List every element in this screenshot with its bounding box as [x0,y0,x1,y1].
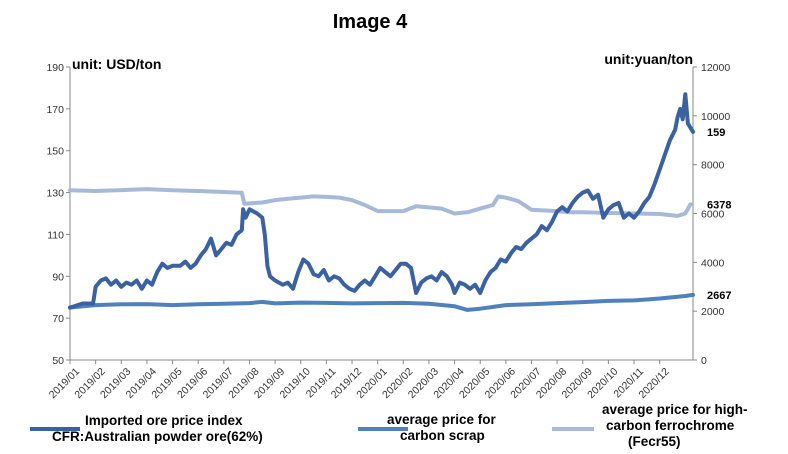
right-tick-label: 8000 [701,160,725,172]
legend-label-ore-line2: CFR:Australian powder ore(62%) [52,429,263,444]
series-line-ferrochrome [68,187,693,218]
left-tick-label: 110 [47,229,64,241]
right-tick-label: 2000 [701,306,725,318]
end-label-carbon-scrap: 2667 [707,290,731,302]
left-tick-label: 130 [46,188,64,200]
legend-label-ferrochrome-line2: carbon ferrochrome [606,418,735,433]
left-unit-label: unit: USD/ton [72,56,161,72]
right-tick-label: 10000 [701,111,730,123]
left-axis-ticks: 190 170 150 130 110 90 70 50 [46,62,70,367]
x-axis-ticks: 2019/012019/022019/032019/042019/052019/… [47,360,672,401]
end-label-ore-price: 159 [707,127,725,139]
end-labels: 159 2667 6378 [707,127,731,302]
left-tick-label: 70 [52,313,64,325]
left-tick-label: 90 [52,271,64,283]
legend-label-ore-line1: Imported ore price index [85,413,243,428]
legend: Imported ore price index CFR:Australian … [30,402,748,449]
legend-label-scrap-line2: carbon scrap [400,428,485,443]
legend-label-ferrochrome-line3: (Fecr55) [628,434,681,449]
left-tick-label: 170 [46,104,64,116]
chart-title: Image 4 [333,11,408,33]
right-tick-label: 6000 [701,209,725,221]
end-label-ferrochrome: 6378 [707,199,731,211]
right-unit-label: unit:yuan/ton [604,51,693,67]
series-line-carbon-scrap [68,292,695,312]
left-tick-label: 50 [52,355,64,367]
legend-label-ferrochrome-line1: average price for high- [602,402,748,417]
right-tick-label: 12000 [701,62,730,74]
left-tick-label: 150 [46,146,64,158]
right-tick-label: 0 [701,355,707,367]
left-tick-label: 190 [46,62,64,74]
series-line-ore-price [68,92,695,310]
right-axis-ticks: 12000 10000 8000 6000 4000 2000 0 [693,62,730,367]
series-group [68,92,695,312]
right-tick-label: 4000 [701,257,725,269]
legend-label-scrap-line1: average price for [387,412,497,427]
